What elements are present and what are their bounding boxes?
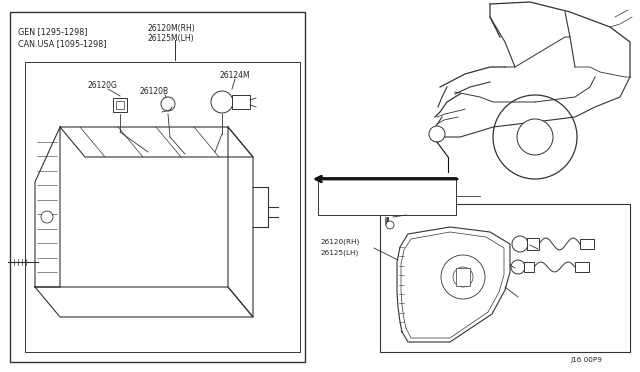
Circle shape <box>161 97 175 111</box>
Text: 26125M(LH): 26125M(LH) <box>148 35 195 44</box>
Text: CAN.USA [1095-1298]: CAN.USA [1095-1298] <box>18 39 106 48</box>
Text: (S)08566-61690: (S)08566-61690 <box>408 210 467 216</box>
Circle shape <box>386 221 394 229</box>
Text: 26124M: 26124M <box>220 71 251 80</box>
Bar <box>25 62 300 352</box>
Polygon shape <box>397 227 510 342</box>
Text: 26124M: 26124M <box>538 251 568 257</box>
Text: 26125(LH): 26125(LH) <box>320 250 358 256</box>
Circle shape <box>511 260 525 274</box>
Circle shape <box>429 126 445 142</box>
Polygon shape <box>60 127 253 157</box>
Circle shape <box>453 267 473 287</box>
Text: 26120M(RH): 26120M(RH) <box>148 23 196 32</box>
Bar <box>113 98 127 112</box>
Bar <box>527 238 539 250</box>
Circle shape <box>211 91 233 113</box>
Text: [1298-    ]: [1298- ] <box>322 180 360 189</box>
Bar <box>524 262 534 272</box>
Polygon shape <box>35 287 253 317</box>
Text: 26120B: 26120B <box>140 87 169 96</box>
Bar <box>318 177 456 215</box>
Bar <box>232 95 250 109</box>
Circle shape <box>493 95 577 179</box>
Bar <box>116 101 124 109</box>
Bar <box>575 262 589 272</box>
Text: J16 00P9: J16 00P9 <box>570 357 602 363</box>
Text: 26120G: 26120G <box>88 81 118 90</box>
Bar <box>580 239 594 249</box>
Text: ( 2 ): ( 2 ) <box>416 219 430 225</box>
Bar <box>456 268 470 286</box>
Polygon shape <box>228 127 253 317</box>
Text: GEN [1295-1298]: GEN [1295-1298] <box>18 28 88 36</box>
Text: 26120(RH): 26120(RH) <box>320 239 359 245</box>
Circle shape <box>441 255 485 299</box>
Circle shape <box>41 211 53 223</box>
Polygon shape <box>35 127 60 287</box>
Bar <box>10 12 305 362</box>
Circle shape <box>512 236 528 252</box>
Text: 26129(LH): 26129(LH) <box>518 310 556 316</box>
Bar <box>380 204 630 352</box>
Text: FOR CAN/USA[1095-1298],SEE SEC.262: FOR CAN/USA[1095-1298],SEE SEC.262 <box>322 195 453 201</box>
Text: 26124(RH): 26124(RH) <box>518 299 557 305</box>
Circle shape <box>517 119 553 155</box>
Text: 26120A: 26120A <box>515 268 543 274</box>
